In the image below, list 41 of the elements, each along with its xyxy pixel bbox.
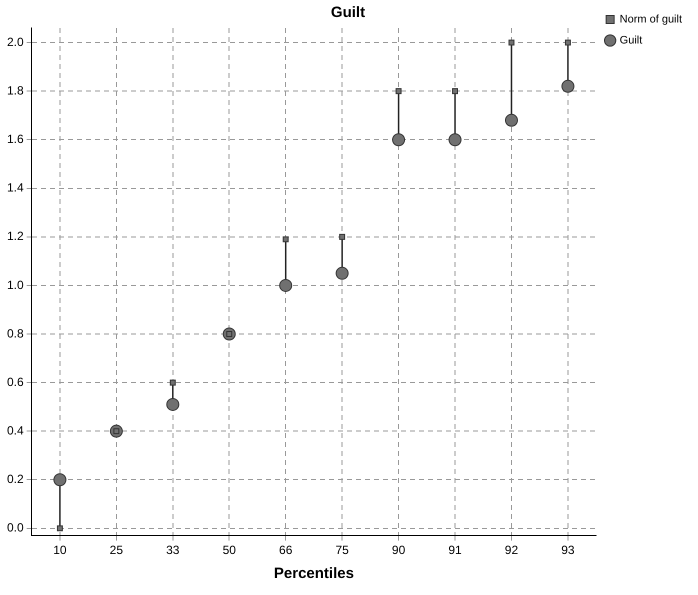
x-tick-label: 50 [222,543,236,558]
point [564,40,571,46]
x-tick-label: 25 [110,543,124,558]
y-tick-label: 0.6 [6,374,24,389]
x-tick-label: 10 [53,543,67,558]
y-tick-label: 0.0 [6,520,24,535]
x-tick-label: 75 [335,543,350,558]
point [448,133,462,146]
point [561,80,574,93]
point [339,234,346,240]
point [279,278,292,292]
point [336,266,349,280]
y-tick-label: 1.4 [6,180,24,195]
y-tick-label: 1.6 [6,132,24,146]
point [53,473,66,486]
y-tick-label: 0.8 [6,326,24,340]
point [166,398,180,411]
point [56,525,63,532]
point [170,380,176,386]
point [452,88,458,94]
x-tick-label: 33 [166,543,180,558]
chart-title: Guilt [330,4,366,22]
y-tick-label: 1.2 [6,229,24,244]
point [392,133,406,146]
x-tick-label: 91 [448,543,462,558]
y-tick-label: 1.0 [6,278,24,292]
y-tick-label: 0.2 [6,472,24,486]
legend-label: Guilt [620,34,642,47]
y-tick-label: 1.8 [6,83,24,98]
y-tick-label: 0.4 [6,423,24,438]
x-tick-label: 90 [392,543,406,558]
x-tick-label: 92 [504,543,518,558]
y-tick-label: 2.0 [6,34,24,49]
x-tick-label: 93 [561,543,575,558]
point [282,236,289,242]
legend-label: Norm of guilt [620,14,682,26]
point [504,114,518,127]
point [508,40,514,46]
x-axis-title: Percentiles [274,565,354,582]
point [396,88,402,94]
x-tick-label: 66 [279,543,293,558]
